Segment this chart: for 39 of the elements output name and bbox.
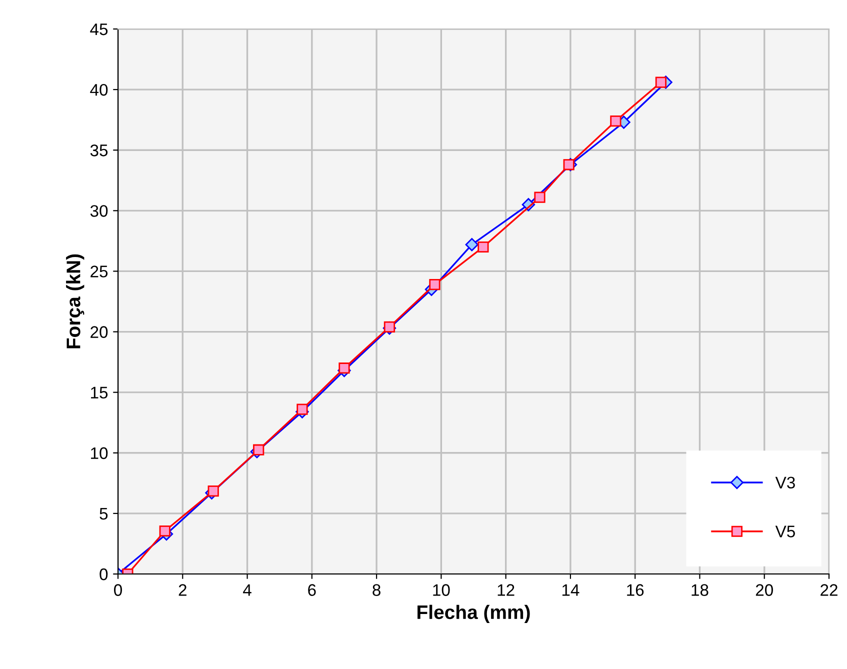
legend-label: V3 [775, 476, 795, 489]
point [296, 404, 308, 415]
x-axis-title: Flecha (mm) [418, 604, 530, 623]
point [384, 321, 396, 332]
x-tick-label: 4 [243, 584, 252, 596]
point [610, 115, 622, 127]
point [338, 362, 350, 374]
x-tick-label: 10 [433, 584, 450, 596]
y-axis-title: Força (kN) [66, 254, 84, 348]
y-tick-label: 10 [91, 447, 108, 460]
x-tick-label: 14 [562, 584, 580, 596]
x-tick-label: 6 [308, 584, 316, 596]
point [465, 238, 478, 252]
y-tick-label: 30 [90, 205, 108, 217]
y-tick-label: 40 [90, 84, 108, 96]
y-tick-label: 20 [90, 326, 108, 338]
x-tick-label: 22 [820, 584, 838, 596]
x-tick-label: 12 [498, 584, 514, 596]
x-tick-label: 16 [627, 584, 644, 596]
y-tick-label: 35 [90, 144, 108, 156]
x-tick-label: 0 [114, 584, 122, 596]
x-tick-label: 18 [692, 584, 708, 596]
x-tick-label: 2 [178, 584, 186, 596]
y-tick-label: 5 [100, 508, 108, 520]
y-tick-label: 15 [91, 386, 108, 399]
point [208, 485, 219, 497]
y-tick-label: 45 [90, 24, 108, 36]
legend-label: V5 [775, 526, 795, 538]
point [655, 76, 666, 88]
point [159, 525, 170, 537]
x-tick-label: 20 [756, 584, 773, 596]
point [478, 241, 489, 253]
y-tick-label: 0 [100, 568, 108, 580]
y-tick-label: 25 [90, 266, 108, 278]
x-tick-label: 8 [372, 584, 380, 596]
point [534, 192, 546, 203]
point [563, 159, 574, 170]
point [253, 444, 264, 456]
point [429, 278, 440, 290]
